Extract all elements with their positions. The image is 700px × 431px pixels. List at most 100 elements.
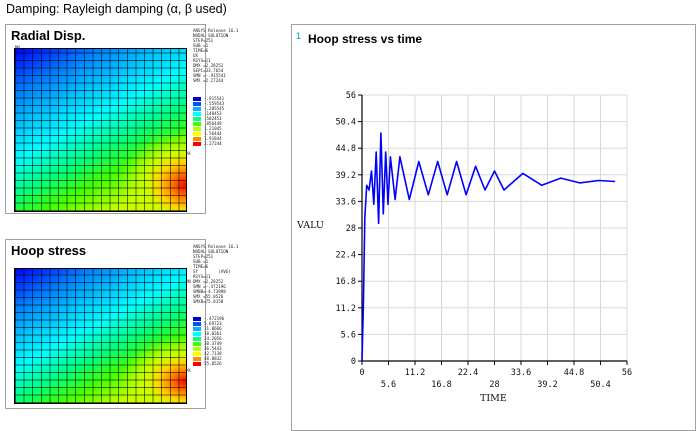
hoop-stress-panel: Hoop stress MN MX ANSYS Release 16.1 NODA…	[5, 239, 238, 409]
legend-swatch	[193, 336, 201, 341]
legend-swatch	[193, 346, 201, 351]
info-line: TIME=6	[193, 48, 209, 53]
legend-entry: -.472196	[193, 316, 224, 321]
legend-value: 48.8832	[204, 356, 222, 361]
legend-swatch	[193, 141, 201, 146]
x-tick-label: 0	[359, 368, 364, 378]
legend-value: .502451	[204, 116, 222, 121]
legend-value: -.915541	[204, 96, 225, 101]
info-line: ANSYS Release 16.1	[193, 28, 239, 33]
legend-swatch	[193, 316, 201, 321]
legend-swatch	[193, 96, 201, 101]
y-axis-label: VALU	[296, 220, 324, 231]
plot-index-label: 1	[296, 31, 301, 41]
info-line: SY (AVG)	[193, 269, 231, 274]
legend-value: 1.56444	[204, 131, 222, 136]
legend-entry: 30.3749	[193, 341, 224, 346]
legend-entry: 2.27244	[193, 141, 224, 146]
y-tick-label: 5.6	[341, 330, 356, 340]
y-tick-label: 22.4	[336, 251, 356, 261]
page-title: Damping: Rayleigh damping (α, β used)	[6, 2, 227, 16]
legend-swatch	[193, 126, 201, 131]
legend-swatch	[193, 321, 201, 326]
legend-entry: -.205545	[193, 106, 224, 111]
info-line: SMXB=75.8158	[193, 299, 224, 304]
legend-value: 36.5443	[204, 346, 222, 351]
radial-legend: -.915541 -.559543 -.205545.148453.502451.8…	[193, 96, 224, 146]
y-tick-label: 16.8	[336, 277, 356, 287]
legend-swatch	[193, 111, 201, 116]
legend-value: -.205545	[204, 106, 225, 111]
min-marker: MN	[186, 279, 191, 284]
y-tick-label: 44.8	[336, 144, 356, 154]
legend-entry: 42.7138	[193, 351, 224, 356]
radial-disp-contour-plot	[14, 48, 187, 212]
radial-info-block: ANSYS Release 16.1 NODAL SOLUTION STEP=251…	[193, 28, 238, 83]
legend-entry: .148453	[193, 111, 224, 116]
y-tick-label: 33.6	[336, 197, 356, 207]
info-line: NODAL SOLUTION	[193, 33, 229, 38]
legend-entry: -.915541	[193, 96, 224, 101]
info-line: RSYS=11	[193, 58, 211, 63]
legend-entry: .856449	[193, 121, 224, 126]
info-line: STEP=251	[193, 254, 214, 259]
legend-entry: 5.69723	[193, 321, 224, 326]
info-line: ANSYS Release 16.1	[193, 244, 239, 249]
max-marker: MX	[186, 368, 191, 373]
min-marker: MN	[15, 45, 20, 50]
legend-entry: 36.5443	[193, 346, 224, 351]
hoop-stress-contour-plot	[14, 268, 187, 404]
max-marker: MX	[186, 151, 191, 156]
info-line: SMX =55.0526	[193, 294, 224, 299]
legend-value: 1.21045	[204, 126, 222, 131]
legend-entry: 55.0526	[193, 361, 224, 366]
legend-value: .148453	[204, 111, 222, 116]
x-tick-label: 50.4	[590, 380, 610, 390]
info-line: NODAL SOLUTION	[193, 249, 229, 254]
x-axis-label: TIME	[480, 393, 507, 404]
info-line: SMN =-.472196	[193, 284, 226, 289]
y-tick-label: 56	[346, 91, 356, 101]
x-tick-label: 39.2	[537, 380, 557, 390]
radial-disp-title: Radial Disp.	[11, 28, 86, 43]
hoop-stress-vs-time-chart: 1 Hoop stress vs time VALU TIME 0 5.6 11.2…	[296, 31, 632, 404]
x-tick-label: 28	[489, 380, 499, 390]
info-line: SUB =1	[193, 43, 209, 48]
x-tick-label: 44.8	[564, 368, 584, 378]
hoop-info-block: ANSYS Release 16.1 NODAL SOLUTION STEP=251…	[193, 244, 238, 304]
legend-swatch	[193, 136, 201, 141]
info-line: SUB =1	[193, 259, 209, 264]
hoop-legend: -.472196 5.69723 11.8666 18.0361 24.2056 30.3…	[193, 316, 224, 366]
legend-value: 18.0361	[204, 331, 222, 336]
legend-entry: 1.91844	[193, 136, 224, 141]
legend-swatch	[193, 116, 201, 121]
legend-swatch	[193, 331, 201, 336]
info-line: DMX =2.28252	[193, 63, 224, 68]
legend-value: -.472196	[204, 316, 225, 321]
legend-entry: 18.0361	[193, 331, 224, 336]
legend-entry: -.559543	[193, 101, 224, 106]
x-tick-label: 5.6	[381, 380, 396, 390]
legend-swatch	[193, 361, 201, 366]
chart-title: Hoop stress vs time	[308, 32, 422, 46]
x-tick-label: 33.6	[511, 368, 531, 378]
info-line: SMN =-.915541	[193, 73, 226, 78]
chart-panel: 1 Hoop stress vs time VALU TIME 0 5.6 11.2…	[291, 24, 696, 431]
legend-swatch	[193, 351, 201, 356]
legend-entry: 48.8832	[193, 356, 224, 361]
series-line	[361, 132, 616, 362]
legend-value: 24.2056	[204, 336, 222, 341]
legend-entry: 1.56444	[193, 131, 224, 136]
legend-swatch	[193, 326, 201, 331]
info-line: STEP=251	[193, 38, 214, 43]
legend-swatch	[193, 131, 201, 136]
legend-swatch	[193, 106, 201, 111]
legend-value: .856449	[204, 121, 222, 126]
legend-entry: 11.8666	[193, 326, 224, 331]
legend-swatch	[193, 341, 201, 346]
legend-swatch	[193, 121, 201, 126]
y-tick-label: 28	[346, 224, 356, 234]
hoop-stress-title: Hoop stress	[11, 243, 87, 258]
legend-value: 5.69723	[204, 321, 222, 326]
info-line: SMNB=-4.73998	[193, 289, 226, 294]
